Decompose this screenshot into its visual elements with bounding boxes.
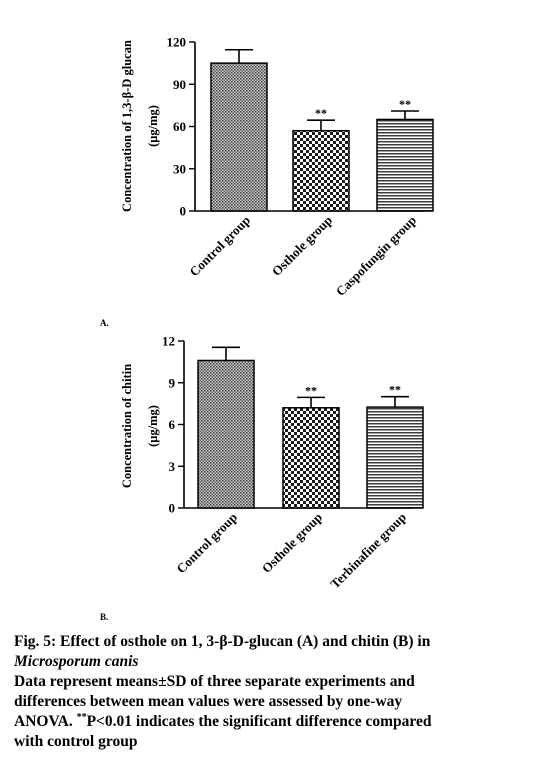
y-tick-label-b: 9 <box>169 375 176 390</box>
bar-b-2 <box>282 407 340 509</box>
caption-title-italic: Microsporum canis <box>14 653 139 670</box>
bar-b-1 <box>197 359 255 509</box>
bar-a-1 <box>210 62 268 212</box>
significance-mark-b-2: ** <box>305 383 317 397</box>
significance-mark-b-3: ** <box>389 383 401 397</box>
panel-label-a: A. <box>100 318 109 328</box>
y-axis-unit-label-b: (μg/mg) <box>146 405 160 447</box>
caption-body-line-2: differences between mean values were ass… <box>14 693 403 710</box>
category-label-a-2: Osthole group <box>269 213 335 279</box>
category-label-b-2: Osthole group <box>259 510 325 576</box>
significance-mark-a-2: ** <box>315 106 327 120</box>
caption-body-line-4: with control group <box>14 733 138 750</box>
y-axis-label-a: Concentration of 1,3-β-D glucan <box>120 40 134 212</box>
y-tick-label-b: 0 <box>169 501 176 516</box>
caption-significance-superscript: ** <box>76 711 87 723</box>
y-axis-unit-label-a: (μg/mg) <box>146 105 160 147</box>
significance-mark-a-3: ** <box>399 97 411 111</box>
caption-anova-text: ANOVA. <box>14 713 77 730</box>
category-label-a-3: Caspofungin group <box>333 213 419 299</box>
bar-a-2 <box>292 129 350 212</box>
y-tick-label-b: 6 <box>169 417 176 432</box>
caption-title-text: Fig. 5: Effect of osthole on 1, 3-β-D-gl… <box>14 633 431 650</box>
y-tick-label-b: 3 <box>169 459 176 474</box>
figure: 0 30 60 90 120 Concentration of 1,3-β-D gluca… <box>100 35 434 622</box>
y-tick-label-a: 60 <box>173 119 186 134</box>
category-label-b-3: Terbinafine group <box>327 510 409 592</box>
y-tick-label-a: 90 <box>173 77 186 92</box>
y-tick-label-a: 30 <box>173 161 186 176</box>
caption-body-line-3: ANOVA. **P<0.01 indicates the significan… <box>14 712 534 732</box>
y-axis-label-b: Concentration of chitin <box>120 364 134 488</box>
caption-body-line-1: Data represent means±SD of three separat… <box>14 673 415 690</box>
bar-b-3 <box>366 406 424 509</box>
y-tick-label-a: 0 <box>180 204 187 219</box>
y-tick-label-b: 12 <box>162 334 175 349</box>
y-tick-label-a: 120 <box>167 35 187 50</box>
bar-a-3 <box>376 118 434 212</box>
panel-label-b: B. <box>100 612 109 622</box>
caption-title: Fig. 5: Effect of osthole on 1, 3-β-D-gl… <box>14 632 534 652</box>
category-label-b-1: Control group <box>173 510 240 577</box>
category-label-a-1: Control group <box>186 213 253 280</box>
figure-caption: Fig. 5: Effect of osthole on 1, 3-β-D-gl… <box>14 632 534 752</box>
caption-p-value-text: P<0.01 indicates the significant differe… <box>86 713 432 730</box>
